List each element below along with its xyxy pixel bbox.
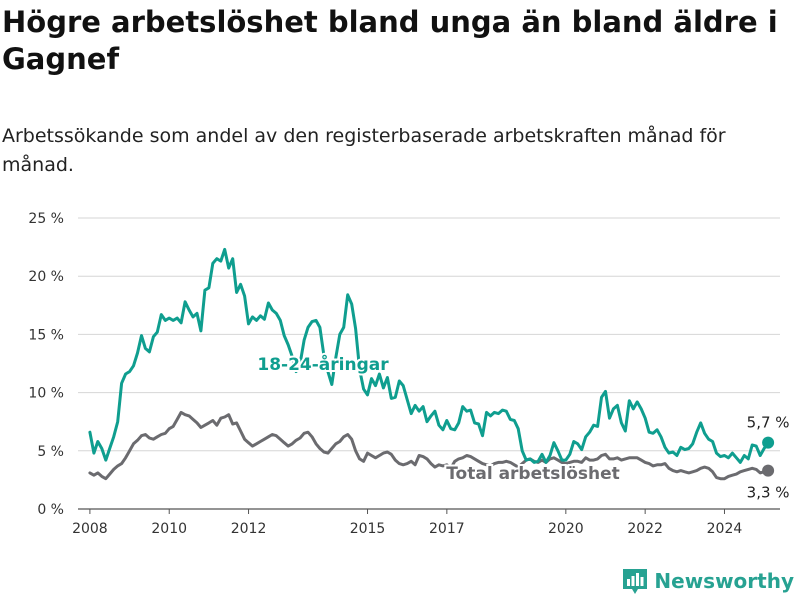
line-chart: 0 %5 %10 %15 %20 %25 % 2008 2010 2012 2015 2…	[28, 211, 790, 535]
x-tick-label: 2024	[707, 521, 743, 535]
x-tick-label: 2020	[548, 521, 584, 535]
y-tick-label: 5 %	[37, 444, 64, 460]
x-tick-label: 2012	[231, 521, 267, 535]
series-label-youth: 18-24-åringar	[257, 353, 389, 375]
chart-title: Högre arbetslöshet bland unga än bland ä…	[2, 5, 778, 76]
x-tick-label: 2008	[72, 521, 108, 535]
brand-name: Newsworthy	[654, 569, 794, 593]
series-line	[88, 410, 770, 481]
series-end-point	[762, 464, 775, 477]
x-tick-label: 2017	[429, 521, 465, 535]
y-tick-label: 20 %	[28, 269, 64, 285]
bar-chart-logo-icon	[623, 569, 648, 594]
series-label-total: Total arbetslöshet	[446, 464, 620, 484]
series-line	[88, 247, 770, 464]
x-axis: 2008 2010 2012 2015 2017 2020 2022 2024	[72, 509, 742, 535]
chart-subtitle: Arbetssökande som andel av den registerb…	[2, 125, 726, 176]
x-tick-label: 2015	[350, 521, 386, 535]
y-tick-label: 10 %	[28, 386, 64, 402]
y-tick-label: 25 %	[28, 211, 64, 227]
series-end-point	[762, 436, 775, 449]
end-value-total: 3,3 %	[747, 484, 790, 502]
y-tick-label: 0 %	[37, 502, 64, 518]
gridlines	[78, 217, 780, 510]
y-tick-label: 15 %	[28, 327, 64, 343]
end-value-youth: 5,7 %	[747, 414, 790, 432]
x-tick-label: 2010	[151, 521, 187, 535]
x-tick-label: 2022	[627, 521, 663, 535]
series-labels: 18-24-åringar Total arbetslöshet 5,7 % 3,3 …	[255, 351, 790, 502]
newsworthy-brand[interactable]: Newsworthy	[622, 567, 794, 595]
series-lines	[88, 247, 775, 481]
y-axis: 0 % 5 % 10 % 15 % 20 % 25 %	[28, 211, 64, 518]
